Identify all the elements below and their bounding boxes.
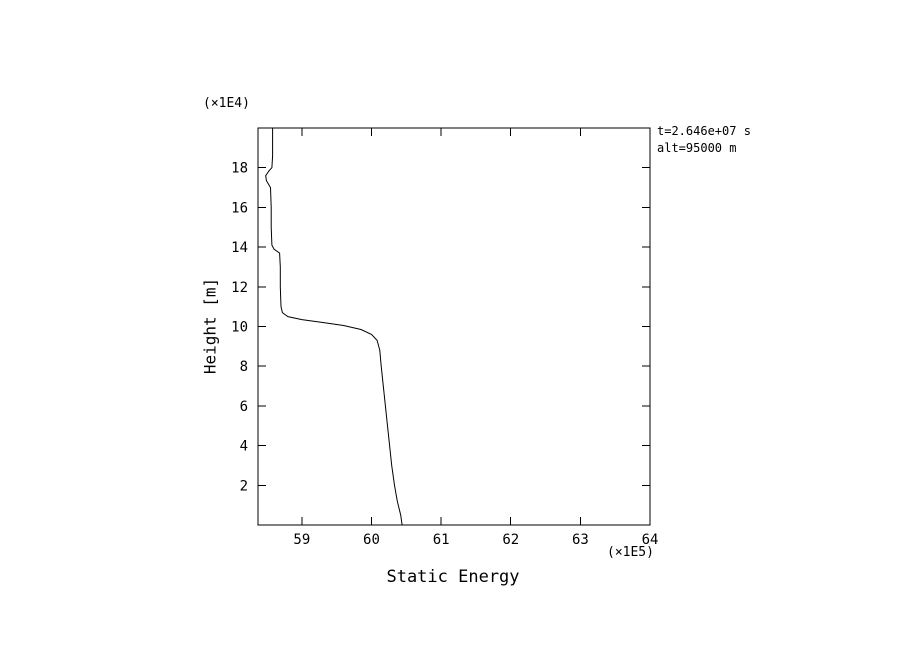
y-tick-label: 6 (240, 399, 248, 415)
annotation-altitude: alt=95000 m (657, 141, 737, 155)
y-axis-title: Height [m] (200, 277, 220, 375)
x-tick-label: 62 (502, 532, 519, 548)
x-tick-label: 63 (572, 532, 589, 548)
x-tick-label: 60 (363, 532, 380, 548)
y-tick-label: 4 (240, 439, 248, 455)
annotation-time: t=2.646e+07 s (657, 124, 751, 138)
plot-border (257, 127, 651, 526)
y-tick-label: 12 (231, 280, 248, 296)
x-tick-label: 61 (433, 532, 450, 548)
y-tick-label: 16 (231, 200, 248, 216)
data-line-static-energy (265, 128, 403, 526)
x-axis-scale-note: (×1E5) (607, 545, 654, 560)
y-axis-scale-note: (×1E4) (203, 96, 250, 111)
x-axis-title: Static Energy (386, 567, 520, 587)
y-tick-label: 14 (231, 240, 248, 256)
x-tick-label: 59 (293, 532, 310, 548)
x-tick-label: 64 (642, 532, 659, 548)
y-tick-label: 18 (231, 161, 248, 177)
y-tick-label: 2 (240, 478, 248, 494)
y-tick-label: 8 (240, 359, 248, 375)
y-tick-label: 10 (231, 320, 248, 336)
